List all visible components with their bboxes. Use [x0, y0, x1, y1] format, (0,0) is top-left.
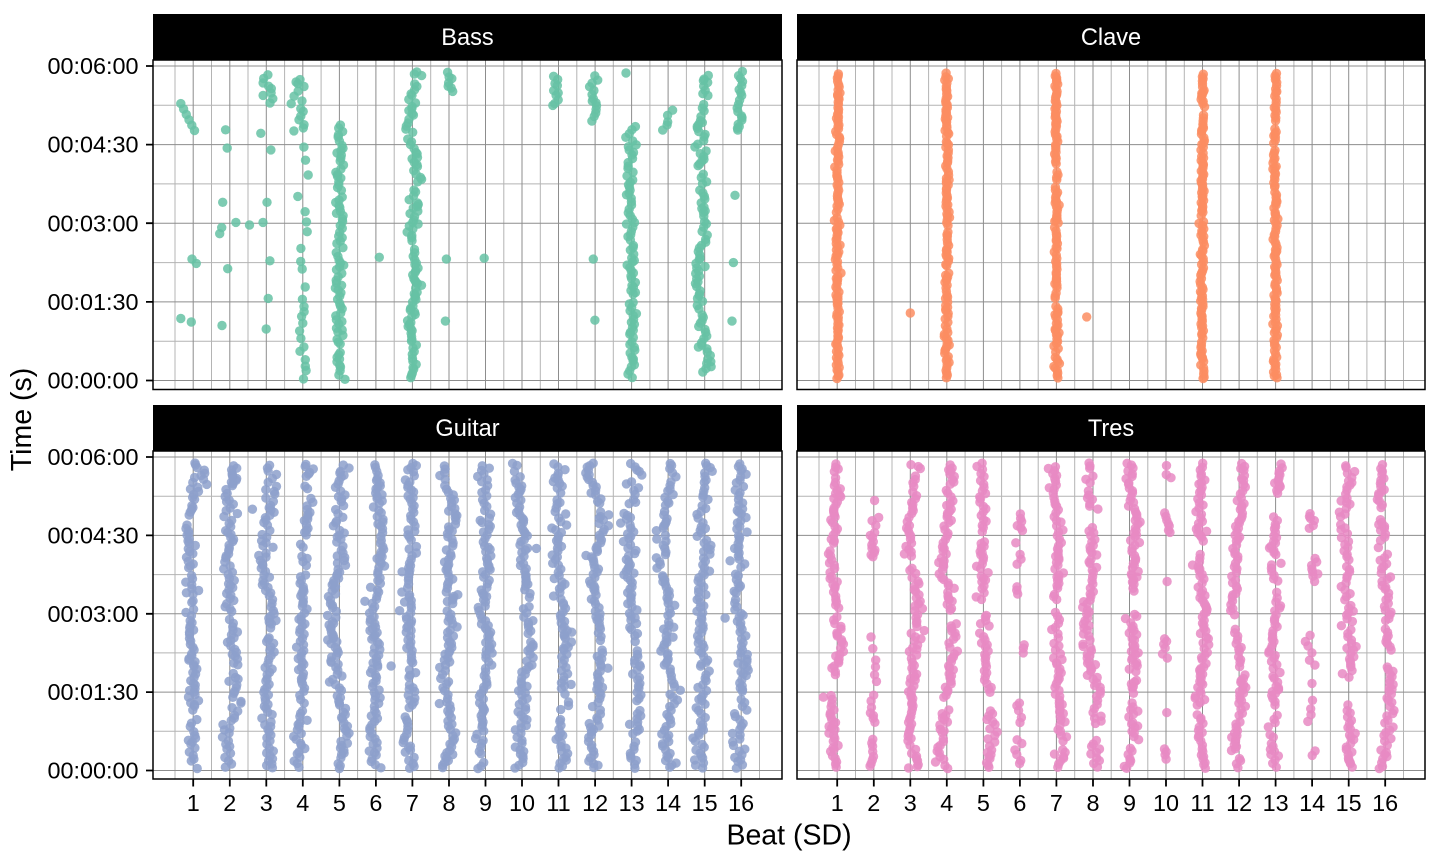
svg-text:00:00:00: 00:00:00 — [47, 758, 138, 784]
svg-text:1: 1 — [831, 790, 844, 816]
svg-text:6: 6 — [1013, 790, 1026, 816]
svg-text:10: 10 — [509, 790, 535, 816]
svg-text:1: 1 — [187, 790, 200, 816]
svg-text:10: 10 — [1153, 790, 1179, 816]
svg-text:00:06:00: 00:06:00 — [47, 444, 138, 470]
svg-text:Time (s): Time (s) — [6, 368, 38, 471]
svg-text:5: 5 — [333, 790, 346, 816]
svg-text:9: 9 — [1123, 790, 1136, 816]
svg-text:Bass: Bass — [441, 25, 493, 51]
svg-text:4: 4 — [296, 790, 309, 816]
svg-text:12: 12 — [582, 790, 608, 816]
svg-text:14: 14 — [1299, 790, 1325, 816]
svg-text:Tres: Tres — [1088, 416, 1134, 442]
svg-text:15: 15 — [1336, 790, 1362, 816]
svg-text:2: 2 — [223, 790, 236, 816]
svg-text:00:04:30: 00:04:30 — [47, 132, 138, 158]
svg-text:11: 11 — [1190, 790, 1214, 816]
svg-text:14: 14 — [655, 790, 681, 816]
svg-text:3: 3 — [904, 790, 917, 816]
svg-text:13: 13 — [1263, 790, 1289, 816]
svg-text:00:01:30: 00:01:30 — [47, 679, 138, 705]
svg-text:6: 6 — [369, 790, 382, 816]
svg-text:00:03:00: 00:03:00 — [47, 601, 138, 627]
svg-text:15: 15 — [692, 790, 718, 816]
svg-text:00:01:30: 00:01:30 — [47, 289, 138, 315]
svg-text:5: 5 — [977, 790, 990, 816]
svg-text:Beat (SD): Beat (SD) — [726, 820, 851, 852]
svg-text:13: 13 — [619, 790, 645, 816]
svg-text:3: 3 — [260, 790, 273, 816]
svg-text:00:06:00: 00:06:00 — [47, 53, 138, 79]
svg-text:9: 9 — [479, 790, 492, 816]
svg-text:7: 7 — [1050, 790, 1063, 816]
svg-text:11: 11 — [546, 790, 570, 816]
svg-text:00:00:00: 00:00:00 — [47, 368, 138, 394]
svg-text:12: 12 — [1226, 790, 1252, 816]
svg-text:16: 16 — [728, 790, 754, 816]
svg-text:7: 7 — [406, 790, 419, 816]
svg-text:8: 8 — [442, 790, 455, 816]
svg-text:2: 2 — [867, 790, 880, 816]
svg-text:Guitar: Guitar — [435, 416, 499, 442]
svg-text:00:03:00: 00:03:00 — [47, 210, 138, 236]
svg-text:Clave: Clave — [1081, 25, 1141, 51]
svg-text:16: 16 — [1372, 790, 1398, 816]
svg-text:00:04:30: 00:04:30 — [47, 523, 138, 549]
svg-text:4: 4 — [940, 790, 953, 816]
svg-text:8: 8 — [1086, 790, 1099, 816]
